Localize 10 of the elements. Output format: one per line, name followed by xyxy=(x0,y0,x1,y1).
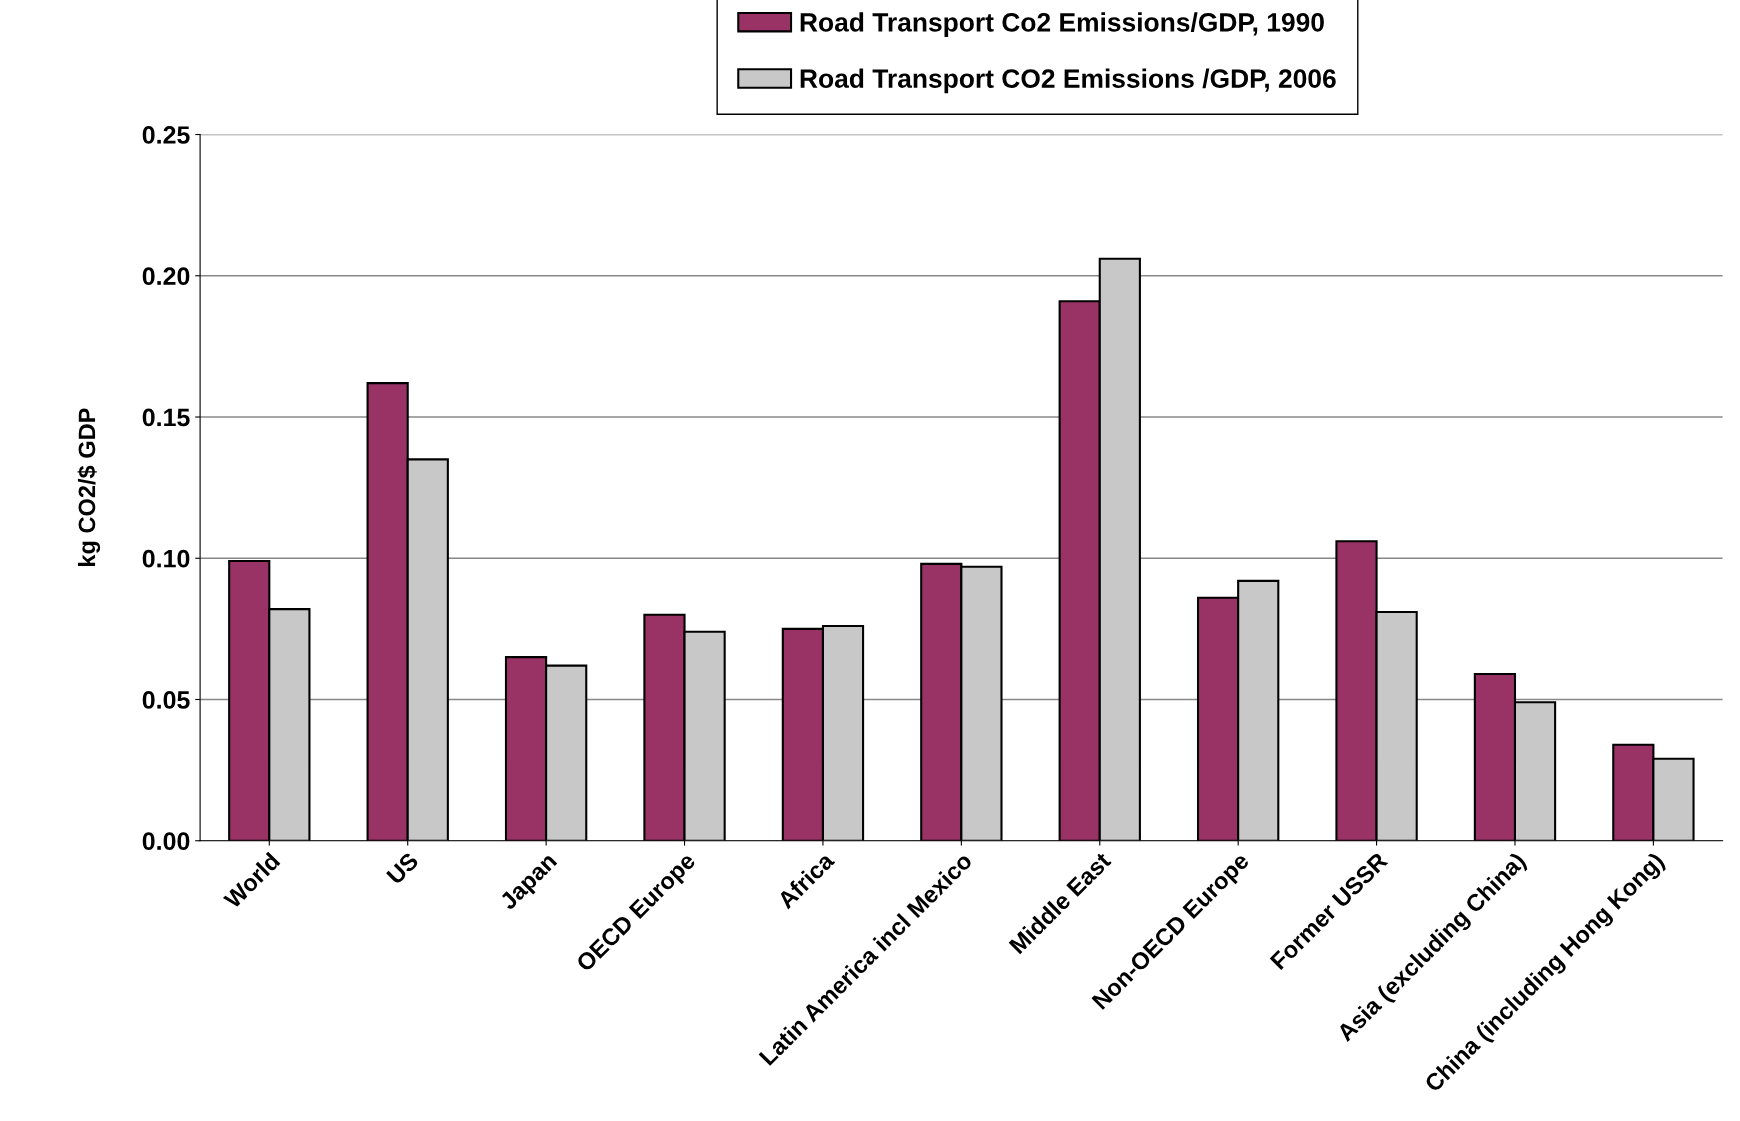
y-axis-title: kg CO2/$ GDP xyxy=(77,408,101,567)
y-tick-label: 0.05 xyxy=(142,691,190,709)
y-tick-label: 0.15 xyxy=(142,408,190,427)
y-tick-label: 0.20 xyxy=(142,267,190,286)
legend-label: Road Transport Co2 Emissions/GDP, 1990 xyxy=(800,12,1324,37)
y-tick-label: 0.00 xyxy=(142,832,190,851)
y-tick-label: 0.25 xyxy=(142,126,190,144)
x-tick-label: US xyxy=(385,851,420,885)
legend-label: Road Transport CO2 Emissions /GDP, 2006 xyxy=(800,68,1336,94)
y-tick-label: 0.10 xyxy=(142,549,190,568)
